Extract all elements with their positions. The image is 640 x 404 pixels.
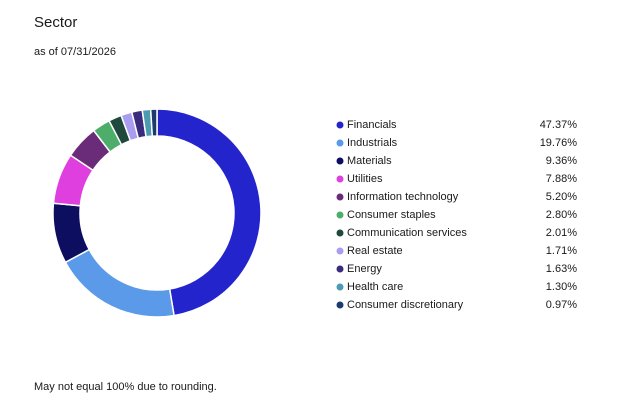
value-label: 19.76% [540,137,578,149]
legend-marker [336,283,344,291]
legend-label: Materials [347,155,392,167]
chart-title: Sector [34,14,77,31]
value-label: 1.63% [546,263,577,275]
value-label: 2.01% [546,227,577,239]
legend-marker [336,121,344,129]
legend-label: Information technology [347,191,459,203]
legend-marker [336,175,344,183]
legend-label: Utilities [347,173,383,185]
value-label: 1.71% [546,245,577,257]
value-label: 47.37% [540,119,578,131]
value-label: 0.97% [546,299,577,311]
legend-marker [336,301,344,309]
value-label: 1.30% [546,281,577,293]
donut-segment [156,108,262,317]
value-label: 7.88% [546,173,577,185]
legend-marker [336,193,344,201]
donut-segment [149,108,158,137]
legend-marker [336,229,344,237]
legend-label: Financials [347,119,397,131]
value-label: 9.36% [546,155,577,167]
legend-marker [336,247,344,255]
subtitle: as of 07/31/2026 [34,46,116,58]
legend-marker [336,139,344,147]
legend-label: Consumer staples [347,209,436,221]
footnote: May not equal 100% due to rounding. [34,381,217,393]
legend-marker [336,265,344,273]
legend-label: Energy [347,263,382,275]
legend-label: Communication services [347,227,467,239]
legend-label: Health care [347,281,403,293]
legend-label: Real estate [347,245,403,257]
legend-label: Consumer discretionary [347,299,464,311]
legend-marker [336,211,344,219]
value-label: 2.80% [546,209,577,221]
legend-marker [336,157,344,165]
donut-segment [64,248,175,318]
legend-label: Industrials [347,137,398,149]
value-label: 5.20% [546,191,577,203]
